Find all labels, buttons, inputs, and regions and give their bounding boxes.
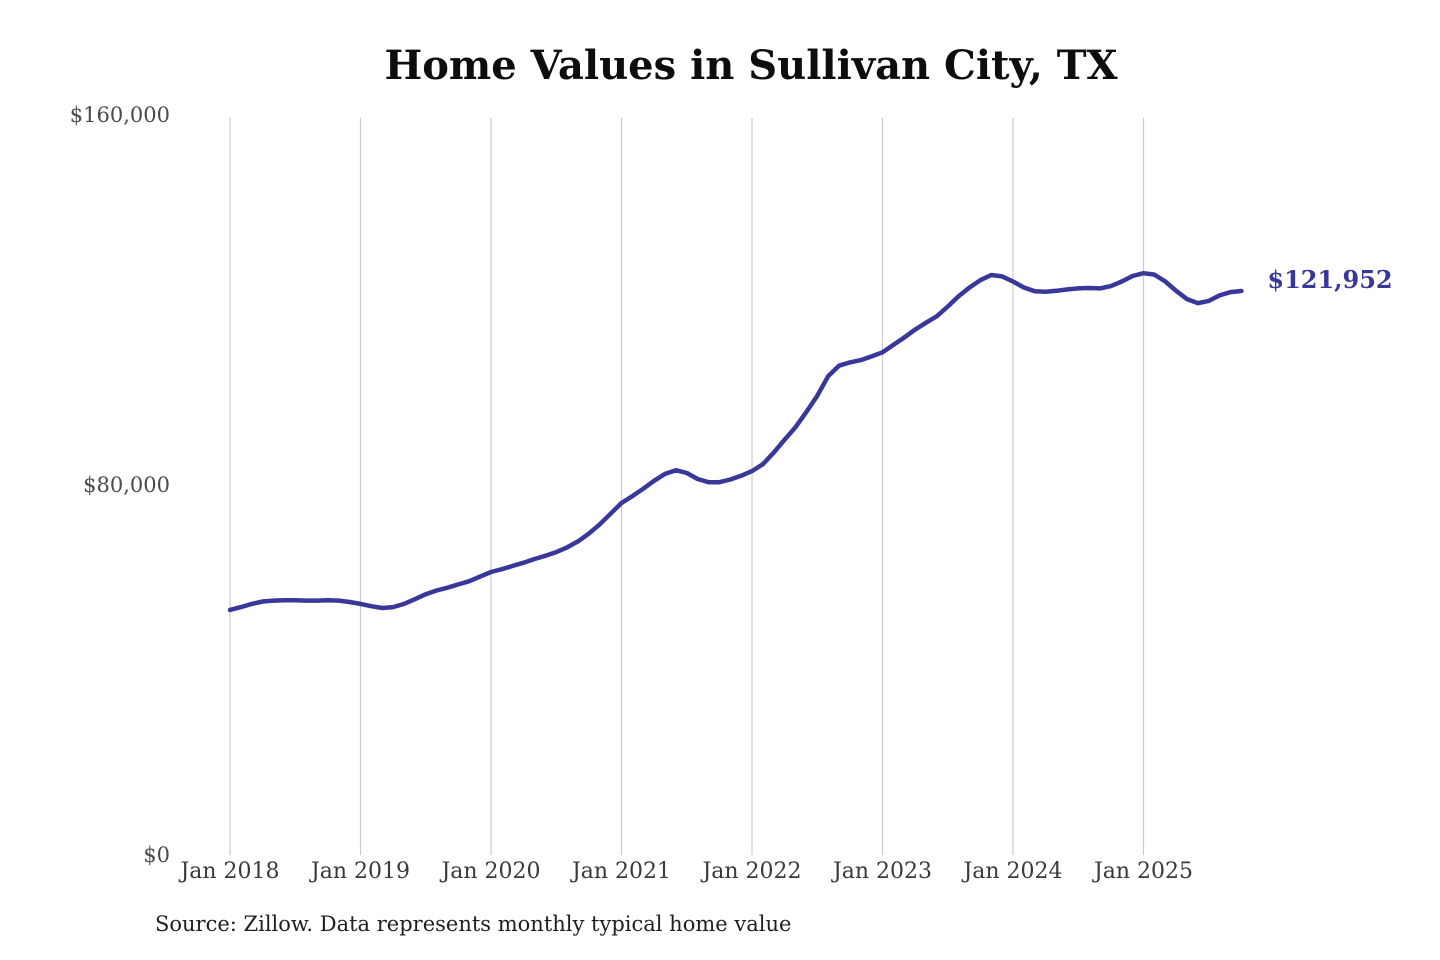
x-axis-tick-jan-2020: Jan 2020 [441,859,541,884]
latest-value-label: $121,952 [1267,264,1393,294]
y-axis-tick-0: $0 [143,843,170,867]
home-value-line [227,270,1244,613]
year-gridlines [229,118,1145,855]
y-axis-tick-160000: $160,000 [69,103,170,127]
x-axis-tick-jan-2019: Jan 2019 [310,859,411,884]
x-axis-tick-jan-2018: Jan 2018 [180,859,280,884]
source-note: Source: Zillow. Data represents monthly … [155,912,792,936]
y-axis-tick-80000: $80,000 [83,473,170,497]
chart-title: Home Values in Sullivan City, TX [384,42,1118,89]
x-axis-tick-jan-2023: Jan 2023 [832,859,933,884]
x-axis-tick-jan-2021: Jan 2021 [571,859,672,884]
x-axis-tick-jan-2022: Jan 2022 [702,859,802,884]
x-axis-tick-jan-2024: Jan 2024 [963,859,1063,884]
x-axis-tick-jan-2025: Jan 2025 [1093,859,1194,884]
